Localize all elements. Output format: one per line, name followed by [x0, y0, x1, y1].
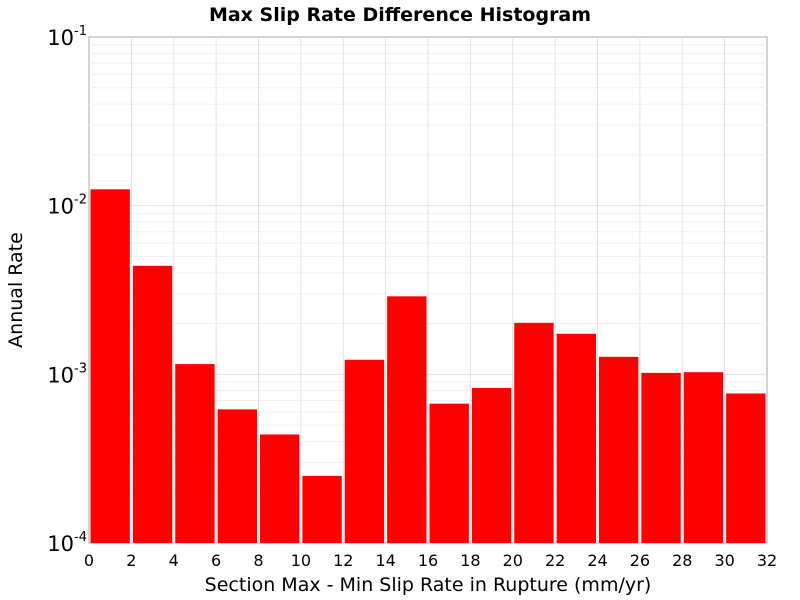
- y-tick-exponent: -4: [74, 530, 87, 545]
- bar: [217, 409, 257, 543]
- y-tick-base: 10: [47, 26, 74, 50]
- bar: [641, 372, 681, 543]
- x-tick-labels: 0 2 4 6 8 10 12 14 16 18 20 22 24 26 28 30 32: [84, 551, 777, 570]
- bar: [471, 387, 512, 543]
- y-axis-label: Annual Rate: [5, 232, 27, 348]
- bar: [429, 403, 469, 543]
- bar: [556, 333, 596, 543]
- chart-title: Max Slip Rate Difference Histogram: [209, 4, 591, 26]
- x-tick-label: 24: [587, 551, 607, 570]
- bar: [132, 265, 173, 543]
- x-axis-label: Section Max - Min Slip Rate in Rupture (…: [205, 574, 652, 596]
- y-tick-labels: 10-110-210-310-4: [47, 24, 87, 556]
- bar: [514, 322, 554, 543]
- y-tick-base: 10: [47, 532, 74, 556]
- x-tick-label: 20: [503, 551, 523, 570]
- x-tick-label: 26: [630, 551, 650, 570]
- y-tick-label: 10 -2: [47, 193, 87, 219]
- bar: [302, 475, 342, 543]
- x-tick-label: 10: [291, 551, 311, 570]
- y-tick-base: 10: [47, 195, 74, 219]
- x-tick-label: 0: [84, 551, 94, 570]
- x-tick-label: 4: [169, 551, 179, 570]
- y-tick-exponent: -3: [74, 361, 87, 376]
- bar: [175, 364, 215, 543]
- bar: [260, 434, 300, 543]
- x-tick-label: 6: [211, 551, 221, 570]
- y-tick-label: 10 -3: [47, 361, 87, 387]
- y-tick-label: 10 -4: [47, 530, 87, 556]
- y-tick-label: 10 -1: [47, 24, 87, 50]
- bar: [387, 296, 427, 543]
- x-tick-label: 8: [253, 551, 263, 570]
- bar: [599, 356, 639, 543]
- bars: [90, 189, 766, 544]
- x-tick-label: 14: [375, 551, 395, 570]
- x-tick-label: 30: [714, 551, 734, 570]
- x-tick-label: 2: [126, 551, 136, 570]
- x-tick-label: 12: [333, 551, 353, 570]
- bar: [90, 189, 130, 544]
- y-tick-exponent: -2: [74, 193, 87, 208]
- bar: [683, 372, 724, 543]
- x-tick-label: 18: [460, 551, 480, 570]
- x-tick-label: 22: [545, 551, 565, 570]
- bar: [344, 359, 385, 543]
- x-tick-label: 32: [757, 551, 777, 570]
- bar: [726, 393, 766, 543]
- x-tick-label: 16: [418, 551, 438, 570]
- y-tick-exponent: -1: [74, 24, 87, 39]
- y-tick-base: 10: [47, 363, 74, 387]
- x-tick-label: 28: [672, 551, 692, 570]
